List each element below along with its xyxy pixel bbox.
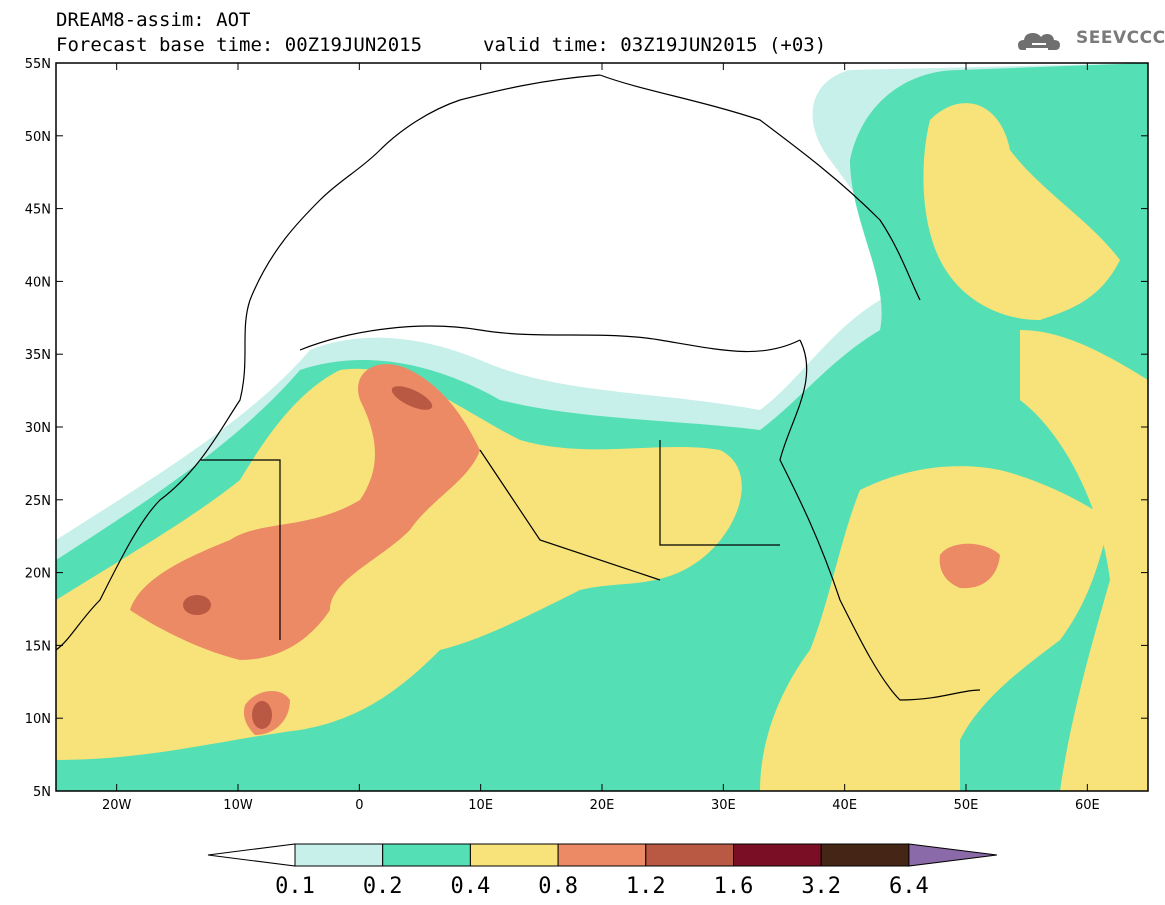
lat-label: 30N (25, 421, 51, 436)
colorbar-box (469, 843, 559, 867)
colorbar-label: 0.8 (538, 874, 578, 899)
aot-band-1.2-algeria (391, 386, 433, 410)
colorbar-label: 1.6 (714, 874, 754, 899)
lat-label: 20N (25, 567, 51, 582)
aot-band-0.4-arabia (1020, 330, 1148, 791)
aot-band-0.4-caspian (923, 103, 1120, 320)
seevccc-logo-text: SEEVCCC (1076, 28, 1165, 48)
colorbar-label: 0.4 (451, 874, 491, 899)
colorbar-box (645, 843, 734, 867)
lat-label: 25N (25, 494, 51, 509)
colorbar-arrow-low (207, 843, 296, 867)
coastlines (56, 74, 981, 701)
aot-band-0.8 (130, 364, 480, 660)
map-title: DREAM8-assim: AOT (56, 9, 251, 31)
colorbar-label: 0.2 (363, 874, 403, 899)
lat-label: 40N (25, 275, 51, 290)
colorbar-box (820, 843, 910, 867)
colorbar-box (294, 843, 384, 867)
forecast-base-time: Forecast base time: 00Z19JUN2015 (56, 34, 423, 56)
aot-band-1.2-mauritania (183, 595, 211, 615)
aot-band-0.8-arabia (939, 543, 1000, 589)
colorbar-arrow-high (908, 843, 997, 867)
lon-label: 10W (223, 798, 253, 813)
lat-label: 45N (25, 203, 51, 218)
cloud-icon (1018, 33, 1060, 50)
colorbar-box (557, 843, 647, 867)
aot-band-1.2-guinea (252, 701, 272, 729)
lat-label: 50N (25, 130, 51, 145)
lat-label: 35N (25, 348, 51, 363)
aot-band-0.4-east (760, 466, 1110, 791)
lon-label: 40E (832, 798, 857, 813)
lon-label: 10E (468, 798, 493, 813)
valid-time: valid time: 03Z19JUN2015 (+03) (483, 34, 827, 56)
lon-label: 60E (1075, 798, 1100, 813)
colorbar-label: 0.1 (275, 874, 315, 899)
lon-label: 0 (355, 798, 363, 813)
colorbar-box (733, 843, 822, 867)
colorbar-box (382, 843, 471, 867)
lat-label: 10N (25, 712, 51, 727)
lon-label: 20W (102, 798, 132, 813)
latitude-axis: 55N 50N 45N 40N 35N 30N 25N 20N 15N 10N 5N (25, 57, 1148, 800)
lon-label: 20E (590, 798, 615, 813)
lat-label: 5N (33, 785, 51, 800)
lon-label: 50E (954, 798, 979, 813)
colorbar-label: 1.2 (626, 874, 666, 899)
lat-label: 55N (25, 57, 51, 72)
longitude-axis: 20W 10W 0 10E 20E 30E 40E 50E 60E (102, 63, 1100, 813)
aot-band-0.4 (56, 368, 742, 760)
lat-label: 15N (25, 639, 51, 654)
colorbar-label: 6.4 (889, 874, 929, 899)
lon-label: 30E (711, 798, 736, 813)
colorbar-label: 3.2 (801, 874, 841, 899)
